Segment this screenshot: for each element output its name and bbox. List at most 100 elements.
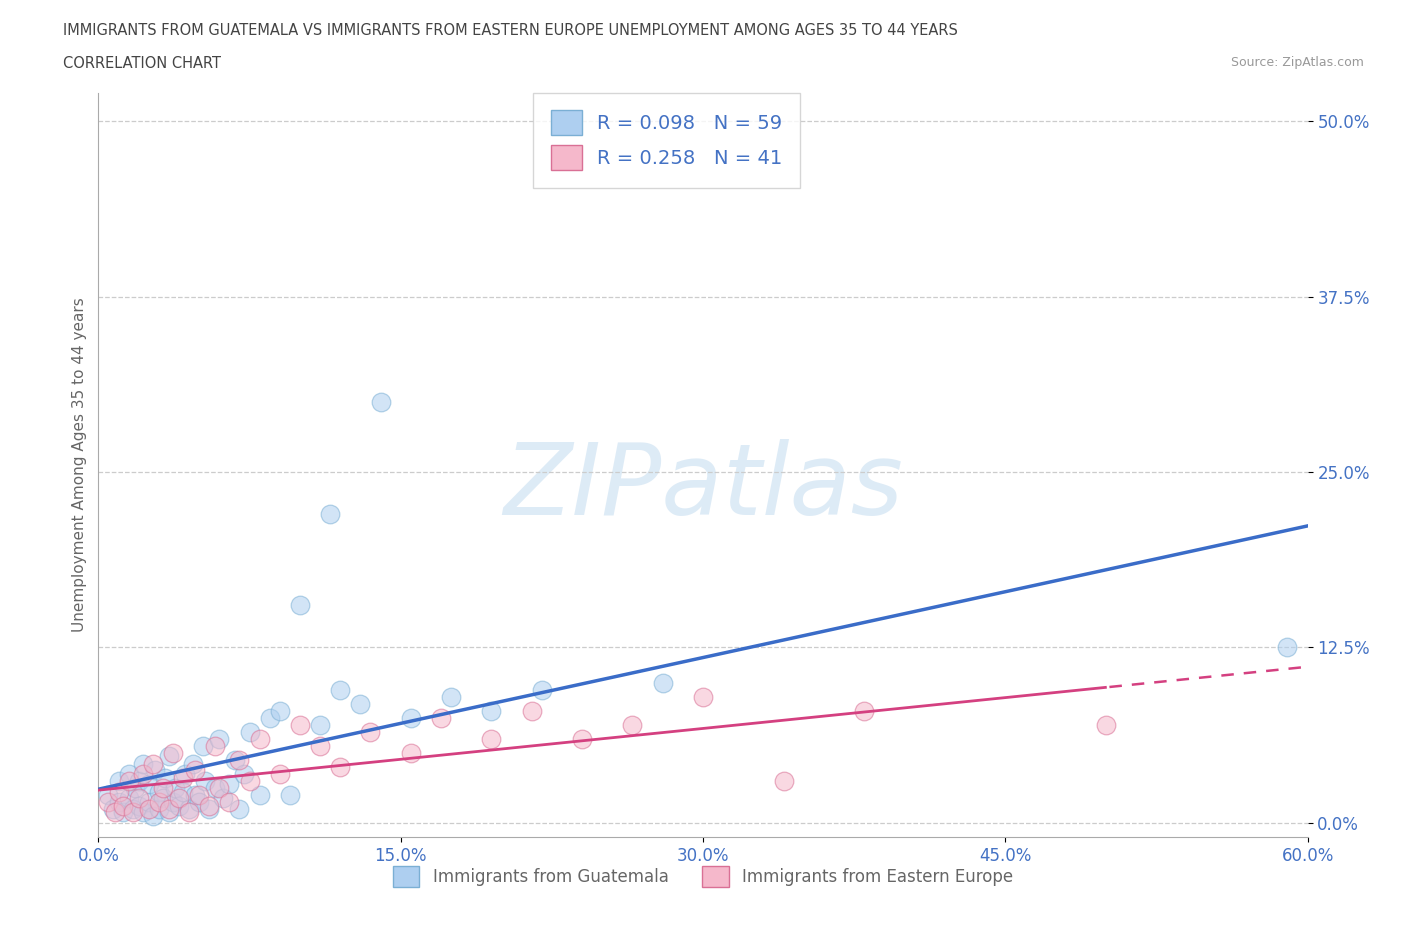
Point [481, 703, 503, 718]
Point [138, 777, 160, 791]
Point [142, 808, 165, 823]
Point [128, 790, 150, 805]
Point [329, 760, 352, 775]
Point [329, 683, 352, 698]
Point [239, 774, 262, 789]
Point [218, 777, 240, 791]
Legend: Immigrants from Guatemala, Immigrants from Eastern Europe: Immigrants from Guatemala, Immigrants fr… [384, 857, 1022, 896]
Point [97, 788, 120, 803]
Point [530, 683, 553, 698]
Point [692, 689, 714, 704]
Point [249, 731, 271, 746]
Point [288, 598, 311, 613]
Point [132, 804, 155, 819]
Point [142, 757, 165, 772]
Point [107, 774, 129, 789]
Point [107, 785, 129, 800]
Point [167, 799, 190, 814]
Point [208, 731, 231, 746]
Point [204, 780, 226, 795]
Point [239, 724, 262, 739]
Point [224, 752, 246, 767]
Point [430, 711, 453, 725]
Point [853, 703, 876, 718]
Point [121, 802, 143, 817]
Point [269, 703, 291, 718]
Point [148, 802, 170, 817]
Point [184, 788, 207, 803]
Point [157, 802, 180, 817]
Point [118, 790, 141, 805]
Point [1277, 640, 1299, 655]
Point [651, 675, 673, 690]
Point [101, 802, 124, 817]
Point [193, 738, 215, 753]
Point [179, 804, 201, 819]
Point [184, 763, 207, 777]
Point [121, 804, 143, 819]
Point [162, 745, 184, 760]
Point [288, 717, 311, 732]
Point [278, 788, 301, 803]
Point [148, 785, 170, 800]
Point [208, 780, 231, 795]
Point [212, 790, 235, 805]
Point [103, 804, 125, 819]
Point [152, 790, 174, 805]
Point [621, 717, 644, 732]
Point [167, 790, 190, 805]
Y-axis label: Unemployment Among Ages 35 to 44 years: Unemployment Among Ages 35 to 44 years [72, 298, 87, 632]
Point [128, 774, 150, 789]
Point [194, 774, 217, 789]
Point [269, 766, 291, 781]
Point [399, 745, 422, 760]
Point [204, 738, 226, 753]
Point [132, 757, 155, 772]
Point [1095, 717, 1118, 732]
Point [370, 394, 392, 409]
Point [349, 697, 371, 711]
Point [772, 774, 794, 789]
Text: ZIPatlas: ZIPatlas [503, 439, 903, 536]
Text: Source: ZipAtlas.com: Source: ZipAtlas.com [1230, 56, 1364, 69]
Point [218, 794, 240, 809]
Point [128, 799, 150, 814]
Point [228, 802, 250, 817]
Point [148, 794, 170, 809]
Point [107, 794, 129, 809]
Point [153, 771, 176, 786]
Point [360, 724, 382, 739]
Point [309, 738, 332, 753]
Point [481, 731, 503, 746]
Point [138, 802, 160, 817]
Point [172, 771, 194, 786]
Point [259, 711, 281, 725]
Point [172, 785, 194, 800]
Point [152, 780, 174, 795]
Point [198, 802, 221, 817]
Point [111, 804, 134, 819]
Point [179, 802, 201, 817]
Point [111, 799, 134, 814]
Point [163, 780, 186, 795]
Point [157, 748, 180, 763]
Point [520, 703, 543, 718]
Point [97, 794, 120, 809]
Point [157, 804, 180, 819]
Text: IMMIGRANTS FROM GUATEMALA VS IMMIGRANTS FROM EASTERN EUROPE UNEMPLOYMENT AMONG A: IMMIGRANTS FROM GUATEMALA VS IMMIGRANTS … [63, 23, 957, 38]
Point [319, 507, 342, 522]
Point [143, 763, 166, 777]
Text: CORRELATION CHART: CORRELATION CHART [63, 56, 221, 71]
Point [249, 788, 271, 803]
Point [174, 766, 197, 781]
Point [232, 766, 254, 781]
Point [132, 766, 155, 781]
Point [124, 780, 146, 795]
Point [138, 794, 160, 809]
Point [198, 799, 221, 814]
Point [440, 689, 463, 704]
Point [309, 717, 332, 732]
Point [162, 794, 184, 809]
Point [118, 766, 141, 781]
Point [399, 711, 422, 725]
